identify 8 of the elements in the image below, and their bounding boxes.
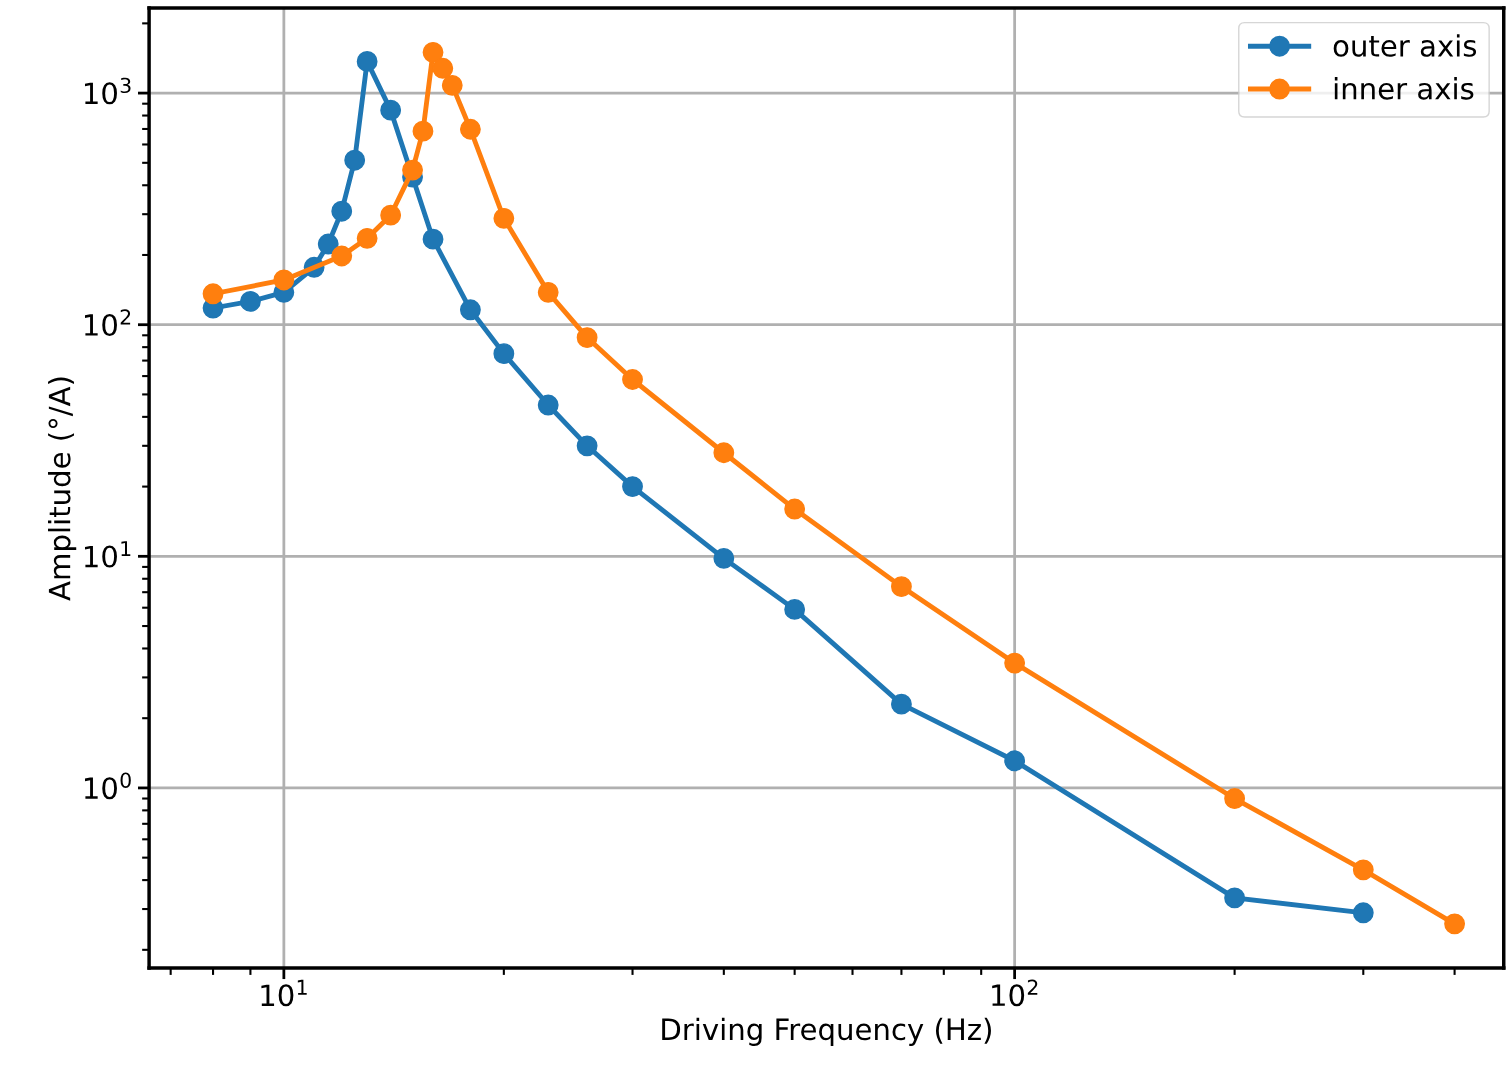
legend-label: outer axis <box>1333 34 1477 57</box>
y-tick-label: 10$^{3}$ <box>84 77 131 105</box>
y-tick-label: 10$^{1}$ <box>84 541 131 568</box>
legend-label: inner axis <box>1334 77 1474 100</box>
y-tick-label: 10$^{0}$ <box>84 772 131 800</box>
x-axis-title: Driving Frequency (Hz) <box>662 1017 991 1046</box>
y-tick-label: 10$^{2}$ <box>84 309 131 336</box>
y-axis-title: Amplitude (°/A) <box>48 377 77 601</box>
